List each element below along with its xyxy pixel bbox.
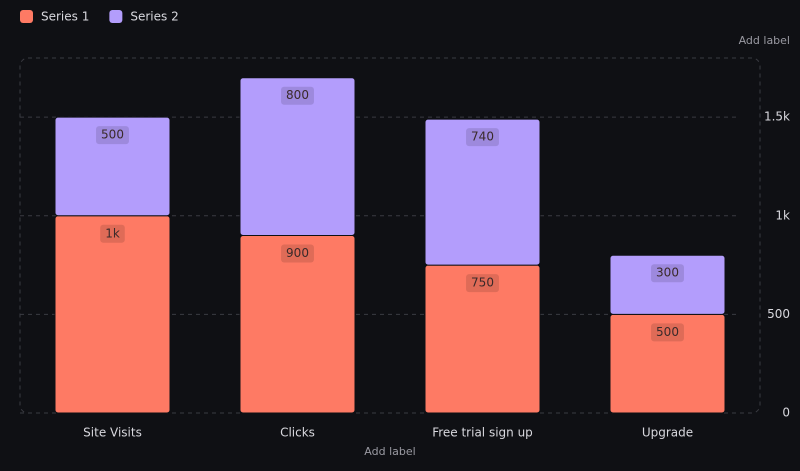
bar-segment xyxy=(54,215,171,414)
value-label-text: 750 xyxy=(471,276,494,290)
y-tick-label: 500 xyxy=(767,307,790,321)
x-axis-label: Add label xyxy=(364,445,415,458)
bar-segment xyxy=(54,116,171,217)
legend-label: Series 2 xyxy=(130,10,178,24)
y-tick-label: 0 xyxy=(782,406,790,420)
y-tick-label: 1k xyxy=(775,208,790,222)
value-label: 750 xyxy=(466,274,499,293)
value-label-text: 740 xyxy=(471,130,494,144)
legend-label: Series 1 xyxy=(41,10,89,24)
x-tick-label: Free trial sign up xyxy=(432,426,533,440)
value-label-text: 800 xyxy=(286,88,309,102)
x-tick-label: Site Visits xyxy=(83,426,142,440)
value-label-bg xyxy=(466,128,499,147)
x-tick-label: Upgrade xyxy=(642,426,693,440)
value-label: 1k xyxy=(100,224,125,243)
value-label-bg xyxy=(651,264,684,283)
value-label-bg xyxy=(96,126,129,145)
legend-swatch xyxy=(20,10,33,23)
value-label: 500 xyxy=(651,323,684,342)
value-label-bg xyxy=(100,224,125,243)
value-label-bg xyxy=(281,86,314,105)
value-label: 300 xyxy=(651,264,684,283)
value-label-text: 900 xyxy=(286,246,309,260)
bar-segment xyxy=(424,118,541,266)
y-axis-label: Add label xyxy=(739,34,790,47)
x-tick-label: Clicks xyxy=(280,426,315,440)
value-label-bg xyxy=(651,323,684,342)
value-label: 900 xyxy=(281,244,314,263)
value-label-text: 500 xyxy=(656,325,679,339)
value-label: 740 xyxy=(466,128,499,147)
value-label: 800 xyxy=(281,86,314,105)
value-label-text: 300 xyxy=(656,266,679,280)
value-label-text: 1k xyxy=(105,226,120,240)
y-tick-label: 1.5k xyxy=(764,110,790,124)
legend-swatch xyxy=(109,10,123,23)
value-label: 500 xyxy=(96,126,129,145)
bar-segment xyxy=(239,77,356,236)
bar-segment xyxy=(609,254,726,315)
value-label-text: 500 xyxy=(101,128,124,142)
value-label-bg xyxy=(281,244,314,263)
value-label-bg xyxy=(466,274,499,293)
